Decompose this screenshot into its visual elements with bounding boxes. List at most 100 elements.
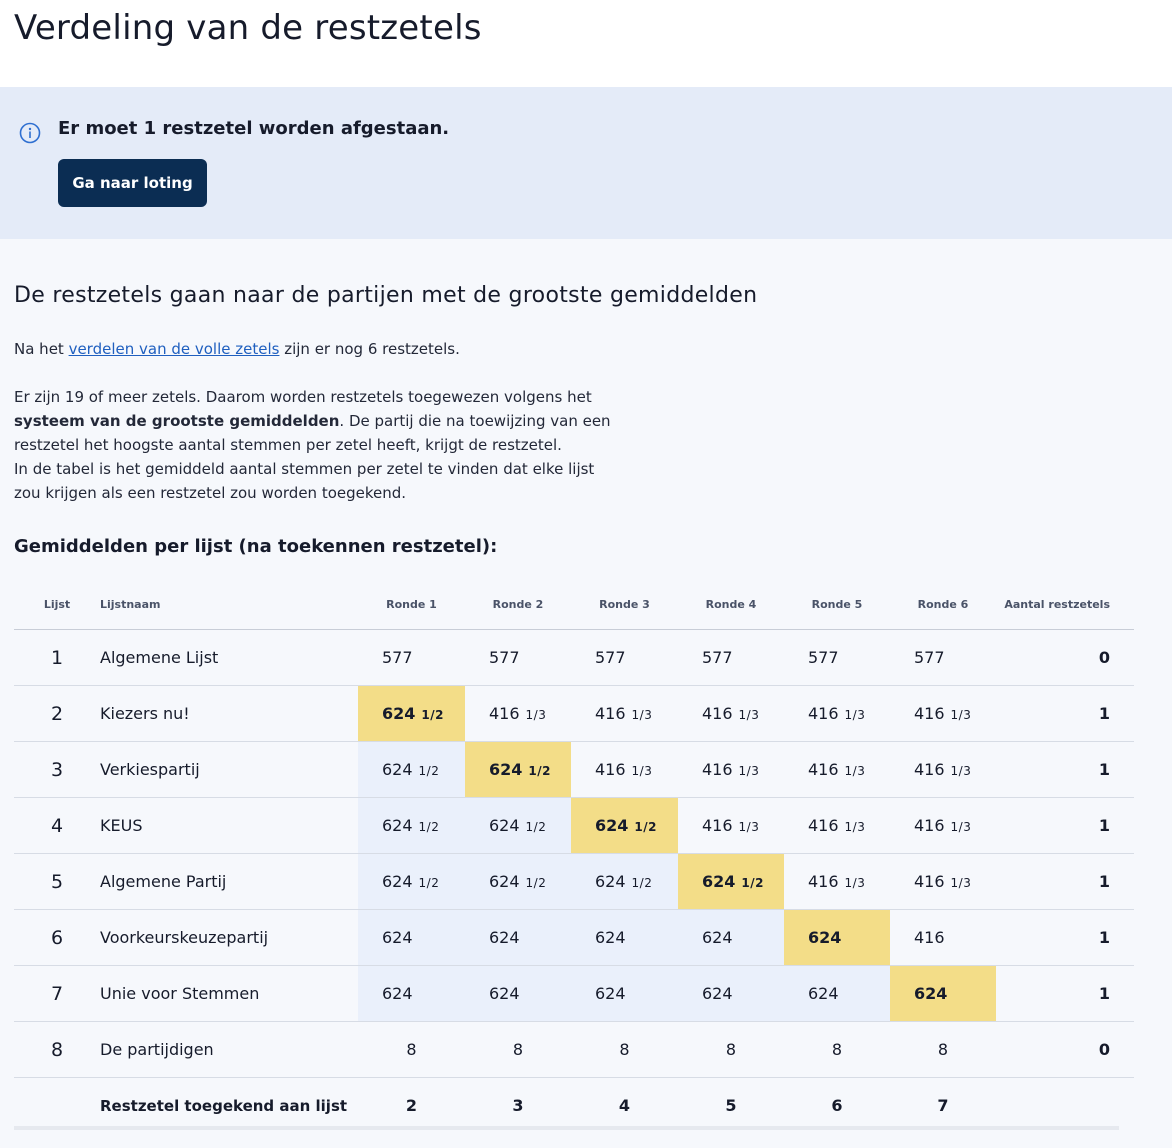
cell-list-name: Kiezers nu! — [100, 704, 190, 723]
cell-round-average: 416 1/3 — [890, 742, 996, 798]
cell-round-average: 8 — [465, 1022, 571, 1078]
average-fraction: 1/3 — [631, 708, 653, 722]
average-value: 624 — [595, 984, 626, 1003]
average-fraction: 1/2 — [418, 876, 440, 890]
average-value: 8 — [937, 1040, 949, 1059]
cell-total-seats: 1 — [1098, 872, 1110, 891]
cell-round-average: 624 — [465, 965, 571, 1022]
cell-round-average: 416 1/3 — [784, 798, 890, 854]
average-value: 8 — [619, 1040, 630, 1059]
cell-round-average: 416 1/3 — [571, 742, 678, 798]
info-alert: Er moet 1 restzetel worden afgestaan. Ga… — [0, 87, 1172, 239]
cell-round-average: 624 — [358, 909, 465, 966]
info-circle-icon — [19, 122, 41, 148]
header-round-6: Ronde 6 — [917, 597, 969, 611]
cell-round-average: 624 1/2 — [358, 741, 465, 798]
table-body: 1 Algemene Lijst 577 577 577 577 577 577 0 2 Kieze… — [14, 629, 1134, 1078]
average-fraction: 1/2 — [421, 708, 444, 722]
cell-total-seats: 1 — [1098, 760, 1110, 779]
cell-round-average: 416 1/3 — [784, 742, 890, 798]
cell-round-average: 416 1/3 — [678, 686, 784, 742]
cell-list-name: Verkiespartij — [100, 760, 200, 779]
cell-round-average: 8 — [571, 1022, 678, 1078]
average-fraction: 1/3 — [950, 764, 972, 778]
table-title: Gemiddelden per lijst (na toekennen rest… — [14, 536, 498, 557]
average-value: 624 — [595, 816, 629, 835]
average-fraction: 1/3 — [631, 764, 653, 778]
intro-text-before: Na het — [14, 340, 69, 358]
average-fraction: 1/3 — [950, 876, 972, 890]
average-value: 577 — [382, 648, 413, 667]
average-value: 624 — [489, 816, 520, 835]
cell-round-average: 416 1/3 — [890, 686, 996, 742]
full-seats-link[interactable]: verdelen van de volle zetels — [68, 340, 280, 358]
average-fraction: 1/2 — [525, 820, 547, 834]
page-title: Verdeling van de restzetels — [14, 8, 482, 48]
cell-list-name: Unie voor Stemmen — [100, 984, 260, 1003]
average-fraction: 1/3 — [844, 820, 866, 834]
average-value: 624 — [382, 816, 413, 835]
cell-total-seats: 1 — [1098, 928, 1110, 947]
cell-total-seats: 1 — [1098, 984, 1110, 1003]
scroll-edge — [14, 1126, 1119, 1130]
intro-text-after: zijn er nog 6 restzetels. — [279, 340, 460, 358]
table-footer-row: Restzetel toegekend aan lijst 2 3 4 5 6 … — [14, 1077, 1134, 1134]
average-value: 416 — [914, 760, 945, 779]
average-value: 8 — [831, 1040, 843, 1059]
table-row: 7 Unie voor Stemmen 624 624 624 624 624 624 1 — [14, 965, 1134, 1022]
average-value: 8 — [406, 1040, 417, 1059]
average-value: 624 — [808, 928, 842, 947]
average-value: 416 — [595, 704, 626, 723]
average-fraction: 1/3 — [525, 708, 547, 722]
cell-round-average: 624 1/2 — [571, 797, 678, 854]
average-value: 624 — [382, 872, 413, 891]
average-value: 416 — [914, 704, 945, 723]
average-fraction: 1/2 — [528, 764, 551, 778]
explanation-paragraph: Er zijn 19 of meer zetels. Daarom worden… — [14, 385, 614, 505]
cell-round-average: 416 1/3 — [784, 854, 890, 910]
cell-round-average: 577 — [465, 630, 571, 686]
average-fraction: 1/3 — [738, 820, 760, 834]
cell-round-average: 8 — [890, 1022, 996, 1078]
explanation-text-a: Er zijn 19 of meer zetels. Daarom worden… — [14, 388, 592, 406]
go-to-lottery-button[interactable]: Ga naar loting — [58, 159, 207, 207]
cell-list-number: 3 — [50, 758, 64, 781]
footer-value: 7 — [937, 1096, 949, 1116]
average-value: 8 — [512, 1040, 524, 1059]
cell-list-number: 1 — [50, 646, 64, 669]
average-fraction: 1/3 — [844, 876, 866, 890]
average-value: 624 — [702, 984, 733, 1003]
header-round-3: Ronde 3 — [599, 597, 650, 611]
average-fraction: 1/2 — [631, 876, 653, 890]
cell-round-average: 624 — [678, 909, 784, 966]
header-list: Lijst — [43, 597, 71, 611]
cell-round-average: 8 — [784, 1022, 890, 1078]
cell-round-average: 624 1/2 — [678, 853, 784, 910]
cell-round-average: 624 1/2 — [571, 853, 678, 910]
cell-round-average: 624 1/2 — [465, 797, 571, 854]
table-row: 2 Kiezers nu! 624 1/2 416 1/3 416 1/3 416 1/3 416 1… — [14, 685, 1134, 742]
table-row: 3 Verkiespartij 624 1/2 624 1/2 416 1/3 416 1/3 41… — [14, 741, 1134, 798]
cell-list-name: Algemene Partij — [100, 872, 227, 891]
footer-value: 6 — [831, 1096, 843, 1116]
average-value: 416 — [914, 816, 945, 835]
table-header-row: Lijst Lijstnaam Ronde 1 Ronde 2 Ronde 3 … — [14, 579, 1134, 630]
average-value: 577 — [489, 648, 520, 667]
table-row: 8 De partijdigen 8 8 8 8 8 8 0 — [14, 1021, 1134, 1078]
average-value: 577 — [595, 648, 626, 667]
explanation-text-c: In de tabel is het gemiddeld aantal stem… — [14, 460, 595, 502]
cell-round-average: 624 1/2 — [465, 853, 571, 910]
cell-list-number: 5 — [50, 870, 64, 893]
average-value: 416 — [489, 704, 520, 723]
cell-round-average: 624 1/2 — [358, 797, 465, 854]
cell-round-average: 624 1/2 — [358, 685, 465, 742]
cell-list-name: De partijdigen — [100, 1040, 214, 1059]
average-value: 624 — [595, 928, 626, 947]
header-total: Aantal restzetels — [1004, 597, 1110, 611]
average-value: 8 — [725, 1040, 737, 1059]
cell-round-average: 624 — [465, 909, 571, 966]
cell-round-average: 624 — [358, 965, 465, 1022]
average-value: 416 — [808, 760, 839, 779]
average-value: 624 — [489, 984, 520, 1003]
average-value: 577 — [808, 648, 839, 667]
